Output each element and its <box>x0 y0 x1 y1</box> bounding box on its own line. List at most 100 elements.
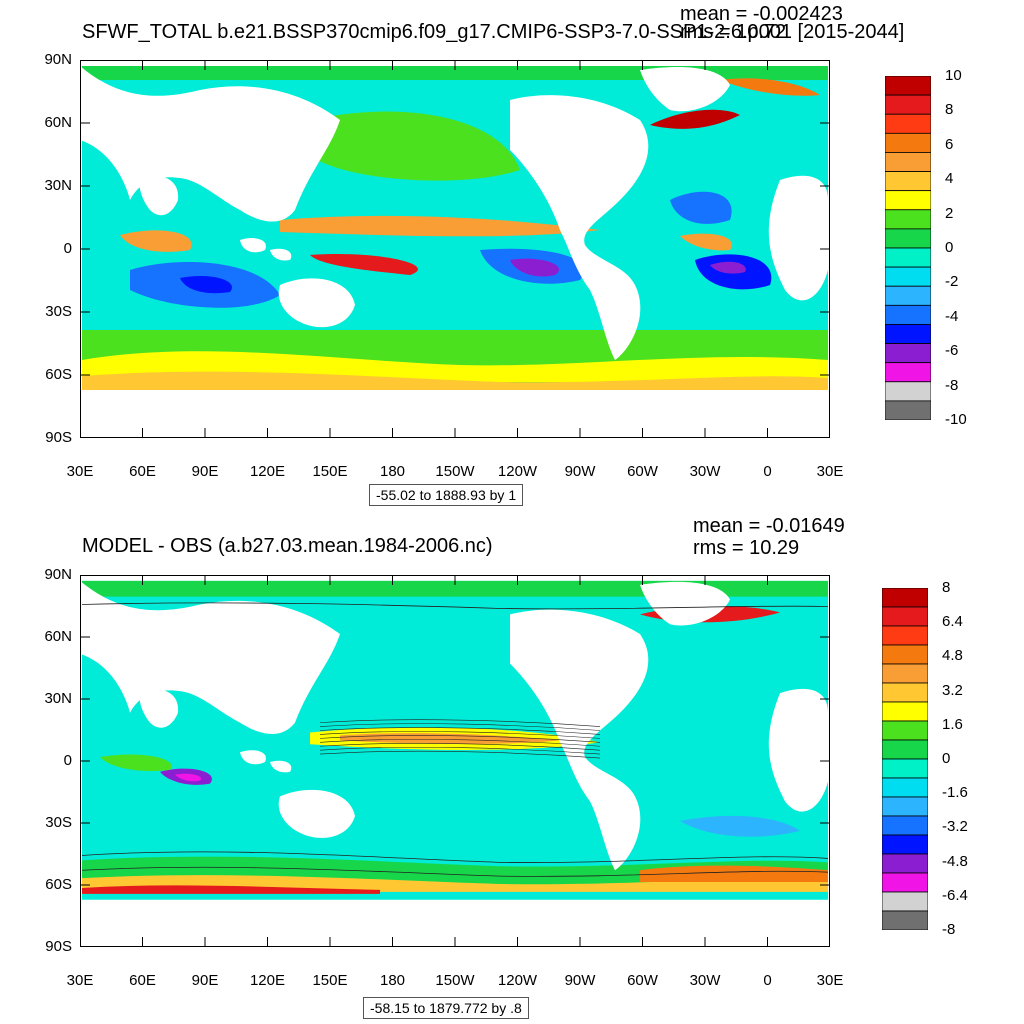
colorbar-swatch <box>885 190 931 211</box>
colorbar-swatch <box>885 343 931 364</box>
field-region <box>680 233 732 251</box>
colorbar-swatch <box>882 739 928 760</box>
mean-value: mean = -0.01649 <box>693 515 845 537</box>
colorbar-label: -1.6 <box>942 784 968 802</box>
latitude-tick-label: 60N <box>44 628 72 645</box>
land-mask <box>510 95 649 361</box>
longitude-tick-label: 60E <box>129 972 156 989</box>
colorbar-swatch <box>885 209 931 230</box>
colorbar-swatch <box>885 247 931 268</box>
colorbar-swatch <box>885 266 931 287</box>
contour-line <box>319 750 601 759</box>
land-mask <box>278 278 355 328</box>
colorbar-swatch <box>885 76 931 96</box>
world-map-plot <box>80 575 830 947</box>
colorbar-label: -8 <box>945 376 959 394</box>
longitude-tick-label: 60W <box>627 972 658 989</box>
field-region <box>340 733 560 745</box>
contour-range-box: -58.15 to 1879.772 by .8 <box>363 997 529 1019</box>
colorbar-label: -2 <box>945 273 959 291</box>
colorbar-label: 4 <box>945 170 954 188</box>
field-region <box>280 215 600 237</box>
colorbar-swatch <box>885 381 931 402</box>
field-region <box>82 66 828 80</box>
latitude-tick-label: 30S <box>45 303 72 320</box>
longitude-tick-label: 90W <box>564 972 596 989</box>
land-mask <box>80 899 830 947</box>
longitude-tick-label: 150E <box>312 972 348 989</box>
colorbar-swatch <box>882 588 928 608</box>
colorbar-label: -10 <box>945 411 967 428</box>
latitude-tick-label: 60S <box>45 366 72 383</box>
colorbar-label: -3.2 <box>942 818 968 836</box>
land-mask <box>768 175 828 301</box>
colorbar-swatch <box>885 152 931 172</box>
field-region <box>310 111 520 181</box>
latitude-tick-label: 30N <box>44 690 72 707</box>
colorbar-swatch <box>882 720 928 741</box>
land-mask <box>768 688 828 812</box>
contour-line <box>319 731 601 739</box>
land-mask <box>640 581 730 626</box>
colorbar-label: 4.8 <box>942 647 963 665</box>
latitude-tick-label: 30S <box>45 814 72 831</box>
longitude-tick-label: 150W <box>435 972 475 989</box>
field-region <box>510 258 559 277</box>
colorbar-swatch <box>882 891 928 912</box>
world-map-plot <box>80 60 830 438</box>
colorbar-swatch <box>885 362 931 383</box>
contour-line <box>81 866 829 877</box>
longitude-tick-label: 120E <box>249 972 286 989</box>
latitude-tick-label: 0 <box>63 240 72 257</box>
contour-line <box>81 602 829 610</box>
contour-line <box>319 743 601 751</box>
colorbar-label: -6.4 <box>942 886 968 904</box>
colorbar-swatch <box>882 644 928 665</box>
colorbar-swatch <box>882 777 928 798</box>
longitude-tick-label: 60E <box>129 463 156 480</box>
colorbar-swatch <box>885 228 931 249</box>
latitude-tick-label: 90S <box>45 429 72 446</box>
longitude-tick-label: 120W <box>497 972 538 989</box>
land-mask <box>240 750 266 765</box>
contour-line <box>81 851 829 863</box>
panel-title: SFWF_TOTAL b.e21.BSSP370cmip6.f09_g17.CM… <box>82 21 905 43</box>
rms-value: rms = 10.72 <box>680 21 787 43</box>
field-region <box>82 371 828 390</box>
colorbar-swatch <box>885 94 931 115</box>
longitude-tick-label: 90E <box>191 972 219 989</box>
bottom-map-panel: MODEL - OBS (a.b27.03.mean.1984-2006.nc)… <box>0 512 1024 1024</box>
latitude-tick-label: 90S <box>45 938 72 955</box>
longitude-tick-label: 30E <box>816 463 844 480</box>
longitude-tick-label: 150E <box>312 463 348 480</box>
colorbar-label: 8 <box>945 101 954 119</box>
field-region <box>640 865 828 883</box>
colorbar-swatch <box>882 663 928 684</box>
longitude-tick-label: 90E <box>191 463 219 480</box>
field-region <box>710 261 746 274</box>
colorbar-label: -4.8 <box>942 852 968 870</box>
colorbar-label: 0 <box>945 239 954 256</box>
latitude-tick-label: 60S <box>45 876 72 893</box>
panel-title: MODEL - OBS (a.b27.03.mean.1984-2006.nc) <box>82 535 493 557</box>
colorbar-swatch <box>882 606 928 627</box>
contour-line <box>319 735 601 743</box>
colorbar-label: -8 <box>942 921 956 938</box>
colorbar-swatch <box>882 853 928 874</box>
land-mask <box>278 789 355 838</box>
colorbar-label: 10 <box>945 67 962 84</box>
contour-line <box>319 723 601 731</box>
land-mask <box>240 238 266 253</box>
land-mask <box>510 609 649 871</box>
land-mask <box>270 760 292 773</box>
field-region <box>82 885 380 894</box>
colorbar-swatch <box>882 910 928 930</box>
land-mask <box>80 390 830 438</box>
colorbar <box>885 76 931 420</box>
colorbar-label: 2 <box>945 204 954 222</box>
colorbar-swatch <box>882 834 928 855</box>
colorbar-swatch <box>882 682 928 703</box>
longitude-tick-label: 120E <box>249 463 286 480</box>
colorbar-label: 6 <box>945 135 954 153</box>
longitude-tick-label: 0 <box>763 972 772 989</box>
